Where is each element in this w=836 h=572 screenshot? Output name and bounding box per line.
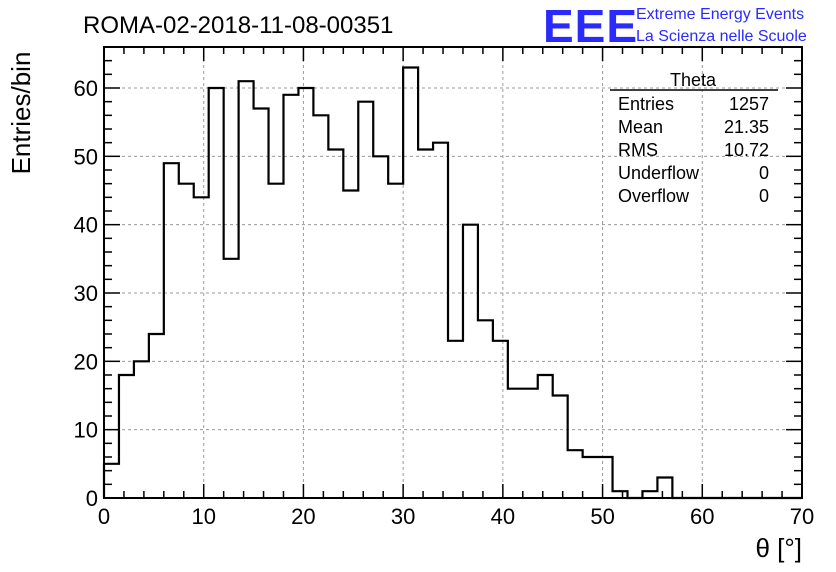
stats-value-mean: 21.35	[724, 117, 769, 137]
x-tick-label: 30	[391, 504, 415, 529]
y-tick-label: 40	[74, 213, 98, 238]
x-tick-label: 70	[790, 504, 814, 529]
y-tick-label: 30	[74, 281, 98, 306]
stats-box: Theta Entries 1257 Mean 21.35 RMS 10.72 …	[610, 70, 778, 206]
tick-labels: 0 10 20 30 40 50 60 70 0 10 20 30 40 50 60	[74, 76, 815, 529]
plot-frame	[103, 46, 803, 499]
stats-value-underflow: 0	[759, 163, 769, 183]
eee-logo-mark: EEE	[543, 0, 638, 52]
x-axis-label: θ [°]	[755, 533, 802, 563]
stats-label-mean: Mean	[618, 117, 663, 137]
y-tick-label: 0	[86, 486, 98, 511]
logo-line-2: La Scienza nelle Scuole	[636, 28, 807, 45]
y-tick-label: 20	[74, 349, 98, 374]
stats-label-entries: Entries	[618, 94, 674, 114]
stats-label-underflow: Underflow	[618, 163, 700, 183]
y-tick-label: 10	[74, 418, 98, 443]
stats-value-overflow: 0	[759, 186, 769, 206]
x-tick-label: 20	[291, 504, 315, 529]
y-axis-label: Entries/bin	[6, 52, 36, 175]
x-tick-label: 0	[98, 504, 110, 529]
logo-line-1: Extreme Energy Events	[636, 6, 804, 23]
stats-label-overflow: Overflow	[618, 186, 690, 206]
y-tick-label: 50	[74, 144, 98, 169]
eee-logo: EEE Extreme Energy Events La Scienza nel…	[543, 0, 807, 52]
x-tick-label: 60	[690, 504, 714, 529]
stats-value-entries: 1257	[729, 94, 769, 114]
chart-title: ROMA-02-2018-11-08-00351	[83, 12, 393, 39]
y-tick-label: 60	[74, 76, 98, 101]
x-tick-label: 50	[590, 504, 614, 529]
histogram-series	[102, 66, 802, 500]
stats-value-rms: 10.72	[724, 140, 769, 160]
stats-title: Theta	[670, 70, 717, 90]
x-tick-label: 10	[191, 504, 215, 529]
x-tick-label: 40	[491, 504, 515, 529]
stats-label-rms: RMS	[618, 140, 658, 160]
